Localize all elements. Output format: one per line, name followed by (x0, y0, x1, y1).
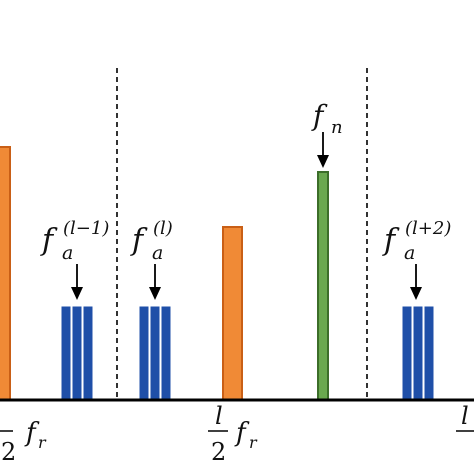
tick-middle-numerator: l (215, 402, 223, 430)
label-fn: f n (311, 99, 343, 138)
label-fa-l-base: f (130, 223, 148, 258)
label-fn-base: f (311, 99, 328, 132)
label-fn-sub: n (331, 117, 343, 138)
blue-bar-group-l-minus-1 (60, 305, 94, 401)
label-fa-l-plus-2: f a (l+2) (382, 218, 451, 264)
down-arrow-icon (410, 264, 422, 300)
tick-label-right: l (456, 402, 474, 432)
label-fa-l-sup: (l) (153, 218, 173, 239)
label-fa-l-sub: a (152, 242, 163, 264)
down-arrow-icon (149, 264, 161, 300)
tick-left-denominator: 2 (1, 438, 16, 466)
label-fa-l-minus-1-sup: (l−1) (63, 218, 109, 239)
tick-right-numerator: l (461, 402, 469, 430)
down-arrow-icon (317, 132, 329, 168)
tick-middle-denominator: 2 (211, 438, 226, 466)
label-fa-l-plus-2-base: f (382, 223, 400, 258)
down-arrow-icon (71, 264, 83, 300)
blue-bar-group-l-plus-2 (401, 305, 435, 401)
label-fa-l: f a (l) (130, 218, 173, 264)
label-fa-l-minus-1-sub: a (62, 242, 73, 264)
label-fa-l-plus-2-sub: a (404, 242, 415, 264)
tick-left-sub: r (38, 433, 47, 452)
green-bar-fn (317, 171, 329, 401)
tick-label-left: 2 f r (0, 418, 47, 466)
label-fa-l-plus-2-sup: (l+2) (405, 218, 451, 239)
blue-bar-group-l (138, 305, 172, 401)
tick-label-middle: l 2 f r (208, 402, 258, 466)
orange-bar-middle (222, 226, 243, 401)
tick-middle-symbol: f (234, 418, 250, 448)
tick-middle-sub: r (249, 433, 258, 452)
orange-bar-left (0, 146, 11, 401)
label-fa-l-minus-1-base: f (40, 223, 58, 258)
label-fa-l-minus-1: f a (l−1) (40, 218, 109, 264)
